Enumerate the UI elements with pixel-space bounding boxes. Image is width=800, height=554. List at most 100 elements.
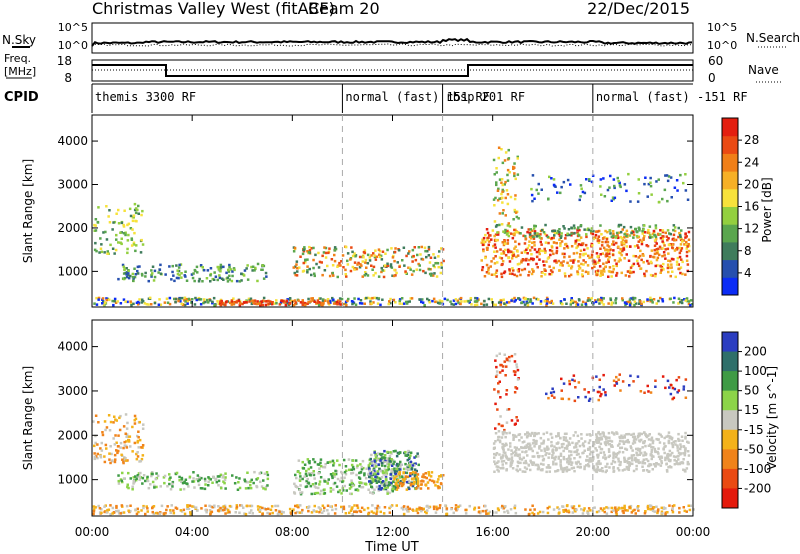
data-cell xyxy=(612,470,615,473)
data-cell xyxy=(349,258,352,261)
data-cell xyxy=(653,252,657,256)
data-cell xyxy=(497,156,500,160)
data-cell xyxy=(153,301,157,305)
data-cell xyxy=(450,302,453,306)
data-cell xyxy=(549,253,552,257)
date-label: 22/Dec/2015 xyxy=(587,0,690,18)
data-cell xyxy=(501,365,505,368)
data-cell xyxy=(531,302,534,305)
data-cell xyxy=(323,506,326,510)
data-cell xyxy=(93,302,96,305)
data-cell xyxy=(656,256,660,260)
data-cell xyxy=(109,420,113,424)
data-cell xyxy=(372,274,375,277)
data-cell xyxy=(659,271,662,274)
data-cell xyxy=(438,504,442,507)
data-cell xyxy=(674,440,677,443)
data-cell xyxy=(620,507,623,510)
data-cell xyxy=(559,454,563,457)
data-cell xyxy=(100,250,104,254)
data-cell xyxy=(126,421,129,425)
data-cell xyxy=(590,180,594,184)
data-cell xyxy=(574,386,577,389)
data-cell xyxy=(643,512,647,515)
data-cell xyxy=(408,507,411,510)
data-cell xyxy=(619,258,622,262)
data-cell xyxy=(305,469,308,473)
data-cell xyxy=(266,300,269,303)
data-cell xyxy=(596,230,599,233)
data-cell xyxy=(392,485,396,488)
data-cell xyxy=(584,261,587,264)
data-cell xyxy=(547,241,550,245)
data-cell xyxy=(640,451,643,455)
data-cell xyxy=(533,197,536,200)
data-cell xyxy=(388,457,391,460)
data-cell xyxy=(518,453,521,456)
data-cell xyxy=(617,460,620,463)
data-cell xyxy=(132,214,136,217)
data-cell xyxy=(381,480,385,483)
data-cell xyxy=(113,460,117,464)
data-cell xyxy=(260,300,263,304)
data-cell xyxy=(415,475,419,479)
data-cell xyxy=(355,466,359,469)
data-cell xyxy=(664,174,667,177)
data-cell xyxy=(543,247,546,251)
data-cell xyxy=(615,382,619,385)
data-cell xyxy=(155,485,158,489)
data-cell xyxy=(115,506,118,509)
data-cell xyxy=(390,247,393,250)
data-cell xyxy=(503,231,507,234)
data-cell xyxy=(635,234,639,238)
data-cell xyxy=(238,486,242,490)
data-cell xyxy=(651,301,654,304)
data-cell xyxy=(333,249,337,252)
data-cell xyxy=(618,439,622,443)
velocity-ylabel: Slant Range [km] xyxy=(21,366,35,470)
data-cell xyxy=(416,455,420,458)
data-cell xyxy=(415,478,418,481)
data-cell xyxy=(264,487,267,491)
data-cell xyxy=(131,272,135,276)
data-cell xyxy=(537,250,541,254)
data-cell xyxy=(278,303,282,306)
data-cell xyxy=(197,280,201,283)
data-cell xyxy=(545,466,549,469)
data-cell xyxy=(212,278,216,281)
data-cell xyxy=(292,266,295,269)
data-cell xyxy=(137,436,140,439)
data-cell xyxy=(378,255,382,259)
data-cell xyxy=(135,244,138,247)
data-cell xyxy=(628,506,631,509)
data-cell xyxy=(295,260,299,263)
data-cell xyxy=(586,463,590,466)
data-cell xyxy=(627,172,630,176)
data-cell xyxy=(184,478,188,481)
data-cell xyxy=(655,302,658,305)
data-cell xyxy=(632,233,636,237)
data-cell xyxy=(141,476,145,480)
data-cell xyxy=(632,432,635,436)
data-cell xyxy=(225,271,228,275)
data-cell xyxy=(679,236,682,240)
data-cell xyxy=(640,302,643,306)
data-cell xyxy=(611,445,614,448)
data-cell xyxy=(664,456,667,460)
data-cell xyxy=(497,301,501,304)
data-cell xyxy=(301,270,305,273)
data-cell xyxy=(135,452,138,456)
data-cell xyxy=(649,453,652,456)
data-cell xyxy=(592,389,595,392)
data-cell xyxy=(341,254,345,257)
data-cell xyxy=(262,277,266,280)
data-cell xyxy=(659,229,662,232)
data-cell xyxy=(568,450,571,453)
data-cell xyxy=(611,431,614,434)
data-cell xyxy=(92,508,96,511)
data-cell xyxy=(345,303,348,307)
data-cell xyxy=(606,240,610,244)
data-cell xyxy=(345,275,348,278)
data-cell xyxy=(393,478,396,481)
data-cell xyxy=(667,439,671,443)
